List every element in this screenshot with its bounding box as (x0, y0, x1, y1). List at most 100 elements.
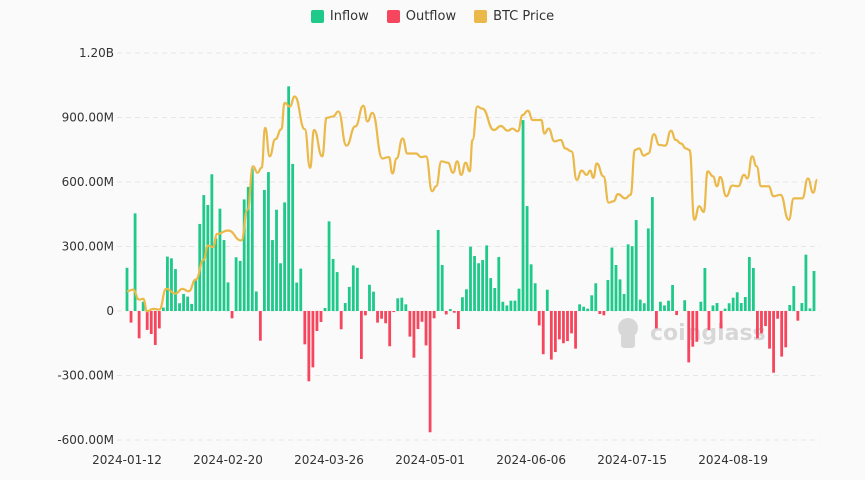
inflow-bar[interactable] (174, 269, 177, 311)
inflow-bar[interactable] (469, 246, 472, 311)
outflow-bar[interactable] (307, 311, 311, 382)
outflow-bar[interactable] (416, 311, 420, 330)
legend-item-inflow[interactable]: Inflow (310, 9, 369, 24)
outflow-bar[interactable] (566, 311, 569, 342)
inflow-bar[interactable] (477, 263, 480, 311)
inflow-bar[interactable] (238, 260, 242, 311)
inflow-bar[interactable] (355, 267, 359, 311)
outflow-bar[interactable] (553, 311, 557, 353)
inflow-bar[interactable] (812, 271, 816, 311)
inflow-bar[interactable] (788, 304, 792, 311)
inflow-bar[interactable] (663, 305, 666, 311)
outflow-bar[interactable] (315, 311, 319, 331)
outflow-bar[interactable] (541, 311, 545, 355)
inflow-bar[interactable] (715, 303, 719, 311)
inflow-bar[interactable] (206, 205, 210, 311)
inflow-bar[interactable] (642, 303, 646, 311)
inflow-bar[interactable] (190, 303, 194, 311)
inflow-bar[interactable] (739, 303, 743, 311)
inflow-bar[interactable] (497, 257, 501, 311)
outflow-bar[interactable] (598, 311, 602, 315)
inflow-bar[interactable] (646, 228, 650, 311)
inflow-bar[interactable] (509, 300, 513, 311)
inflow-bar[interactable] (347, 286, 351, 311)
outflow-bar[interactable] (432, 311, 436, 319)
inflow-bar[interactable] (517, 288, 521, 311)
inflow-bar[interactable] (634, 220, 638, 311)
outflow-bar[interactable] (392, 311, 396, 313)
inflow-bar[interactable] (291, 163, 295, 311)
outflow-bar[interactable] (230, 311, 234, 319)
inflow-bar[interactable] (275, 209, 278, 311)
inflow-bar[interactable] (440, 264, 444, 311)
outflow-bar[interactable] (549, 311, 553, 360)
inflow-bar[interactable] (513, 300, 517, 311)
inflow-bar[interactable] (222, 240, 226, 311)
outflow-bar[interactable] (654, 311, 658, 329)
inflow-bar[interactable] (610, 247, 614, 311)
inflow-bar[interactable] (699, 301, 703, 311)
outflow-bar[interactable] (258, 311, 262, 341)
outflow-bar[interactable] (558, 311, 561, 340)
inflow-bar[interactable] (578, 304, 582, 311)
inflow-bar[interactable] (723, 308, 727, 311)
inflow-bar[interactable] (396, 298, 400, 311)
inflow-bar[interactable] (242, 199, 246, 311)
inflow-bar[interactable] (586, 308, 590, 311)
inflow-bar[interactable] (461, 297, 464, 311)
inflow-bar[interactable] (295, 282, 299, 311)
inflow-bar[interactable] (711, 305, 715, 311)
outflow-bar[interactable] (153, 311, 157, 345)
inflow-bar[interactable] (747, 257, 751, 311)
outflow-bar[interactable] (149, 311, 153, 335)
inflow-bar[interactable] (372, 291, 375, 311)
outflow-bar[interactable] (796, 311, 800, 321)
outflow-bar[interactable] (424, 311, 428, 346)
inflow-bar[interactable] (614, 264, 618, 311)
outflow-bar[interactable] (137, 311, 141, 339)
inflow-bar[interactable] (751, 268, 755, 311)
inflow-bar[interactable] (804, 254, 808, 311)
inflow-bar[interactable] (465, 289, 468, 311)
inflow-bar[interactable] (594, 283, 598, 311)
outflow-bar[interactable] (311, 311, 315, 368)
inflow-bar[interactable] (283, 202, 287, 311)
inflow-bar[interactable] (638, 299, 642, 311)
inflow-bar[interactable] (671, 284, 674, 311)
inflow-bar[interactable] (279, 263, 282, 311)
outflow-bar[interactable] (687, 311, 691, 363)
inflow-bar[interactable] (343, 303, 347, 311)
inflow-bar[interactable] (606, 280, 610, 311)
outflow-bar[interactable] (707, 311, 711, 330)
inflow-bar[interactable] (141, 301, 145, 311)
inflow-bar[interactable] (683, 300, 687, 311)
outflow-bar[interactable] (756, 311, 759, 339)
outflow-bar[interactable] (319, 311, 323, 322)
inflow-bar[interactable] (667, 300, 670, 311)
outflow-bar[interactable] (776, 311, 780, 319)
outflow-bar[interactable] (691, 311, 695, 347)
outflow-bar[interactable] (570, 311, 573, 334)
outflow-bar[interactable] (780, 311, 784, 357)
outflow-bar[interactable] (412, 311, 416, 358)
inflow-bar[interactable] (731, 297, 735, 311)
outflow-bar[interactable] (760, 311, 763, 334)
outflow-bar[interactable] (764, 311, 767, 327)
outflow-bar[interactable] (444, 311, 448, 315)
inflow-bar[interactable] (246, 186, 250, 311)
inflow-bar[interactable] (271, 240, 274, 311)
outflow-bar[interactable] (602, 311, 606, 316)
outflow-bar[interactable] (339, 311, 343, 330)
inflow-bar[interactable] (287, 86, 291, 311)
inflow-bar[interactable] (590, 295, 594, 311)
outflow-bar[interactable] (303, 311, 307, 345)
outflow-bar[interactable] (359, 311, 363, 359)
outflow-bar[interactable] (380, 311, 383, 319)
inflow-bar[interactable] (335, 272, 339, 311)
inflow-bar[interactable] (299, 268, 303, 311)
inflow-bar[interactable] (792, 286, 796, 311)
outflow-bar[interactable] (129, 311, 133, 323)
inflow-bar[interactable] (436, 229, 440, 311)
outflow-bar[interactable] (452, 311, 456, 313)
outflow-bar[interactable] (675, 311, 678, 316)
